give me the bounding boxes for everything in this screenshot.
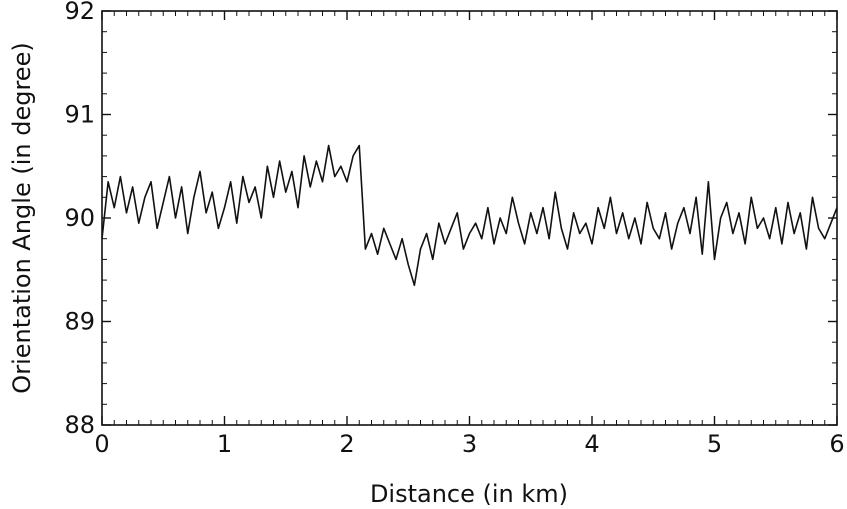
plot-frame bbox=[101, 10, 838, 426]
y-axis-label: Orientation Angle (in degree) bbox=[8, 42, 36, 393]
x-tick-label: 5 bbox=[707, 430, 722, 458]
x-tick-label: 2 bbox=[339, 430, 354, 458]
x-tick-label: 0 bbox=[94, 430, 109, 458]
plot-area bbox=[101, 10, 838, 426]
y-tick-label: 92 bbox=[64, 0, 95, 25]
x-axis-label: Distance (in km) bbox=[370, 480, 568, 508]
x-tick-label: 6 bbox=[829, 430, 844, 458]
y-tick-label: 88 bbox=[64, 411, 95, 439]
x-tick-labels: 0 1 2 3 4 5 6 bbox=[94, 430, 844, 458]
x-tick-label: 4 bbox=[584, 430, 599, 458]
y-tick-label: 89 bbox=[64, 308, 95, 336]
x-tick-label: 1 bbox=[217, 430, 232, 458]
series-line bbox=[101, 144, 838, 287]
y-tick-label: 90 bbox=[64, 204, 95, 232]
axis-ticks bbox=[101, 10, 838, 426]
y-tick-label: 91 bbox=[64, 101, 95, 129]
x-tick-label: 3 bbox=[462, 430, 477, 458]
y-tick-labels: 88 89 90 91 92 bbox=[64, 0, 95, 439]
